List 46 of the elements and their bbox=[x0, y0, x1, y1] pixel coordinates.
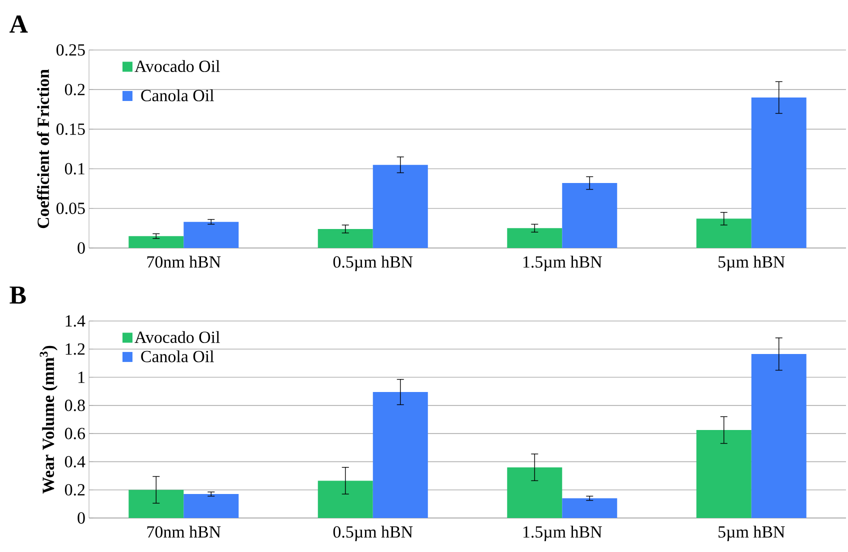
y-tick-label: 0.6 bbox=[64, 428, 85, 440]
bar bbox=[372, 392, 428, 518]
bar bbox=[696, 218, 752, 248]
chart-title: A bbox=[10, 15, 28, 33]
y-tick-label: 0.25 bbox=[56, 44, 85, 56]
bar bbox=[696, 430, 752, 518]
legend-label: Avocado Oil bbox=[134, 331, 220, 344]
bar bbox=[184, 494, 239, 518]
y-tick-label: 1 bbox=[78, 372, 84, 383]
x-tick-label: 70nm hBN bbox=[147, 256, 221, 268]
y-tick-label: 0.15 bbox=[56, 123, 85, 135]
bar bbox=[184, 222, 239, 248]
legend-label: Canola Oil bbox=[141, 89, 214, 102]
bar bbox=[562, 498, 618, 518]
y-tick-label: 0 bbox=[78, 242, 85, 254]
x-tick-label: 0.5µm hBN bbox=[333, 526, 413, 542]
x-tick-label: 1.5µm hBN bbox=[523, 256, 602, 272]
bar bbox=[128, 490, 184, 518]
chart-title: B bbox=[10, 286, 26, 304]
x-tick-label: 1.5µm hBN bbox=[523, 526, 602, 542]
y-tick-label: 0.8 bbox=[64, 400, 85, 412]
x-tick-label: 0.5µm hBN bbox=[333, 256, 413, 272]
legend-label: Avocado Oil bbox=[134, 60, 220, 72]
x-tick-label: 70nm hBN bbox=[147, 526, 221, 538]
bar bbox=[128, 236, 184, 248]
x-tick-label: 5µm hBN bbox=[718, 526, 785, 542]
y-tick-label: 0.2 bbox=[64, 484, 85, 496]
bar bbox=[751, 354, 806, 518]
x-tick-label: 5µm hBN bbox=[718, 256, 785, 272]
y-tick-label: 0 bbox=[78, 512, 85, 524]
y-tick-label: 1.2 bbox=[66, 343, 85, 355]
y-axis-title: Wear Volume (mm$^{3}$) bbox=[40, 346, 58, 494]
bar bbox=[751, 98, 806, 248]
y-axis-title: Coefficient of Friction bbox=[36, 69, 50, 228]
bar bbox=[372, 164, 428, 248]
bar bbox=[562, 183, 618, 248]
bar bbox=[318, 228, 373, 248]
y-tick-label: 1.4 bbox=[66, 315, 86, 327]
y-tick-label: 0.05 bbox=[56, 202, 85, 214]
legend-label: Canola Oil bbox=[141, 350, 214, 362]
y-tick-label: 0.1 bbox=[64, 163, 84, 175]
bar bbox=[507, 228, 562, 248]
y-tick-label: 0.2 bbox=[64, 84, 85, 96]
bar bbox=[507, 467, 562, 518]
y-tick-label: 0.4 bbox=[64, 456, 86, 468]
bar bbox=[318, 480, 373, 518]
